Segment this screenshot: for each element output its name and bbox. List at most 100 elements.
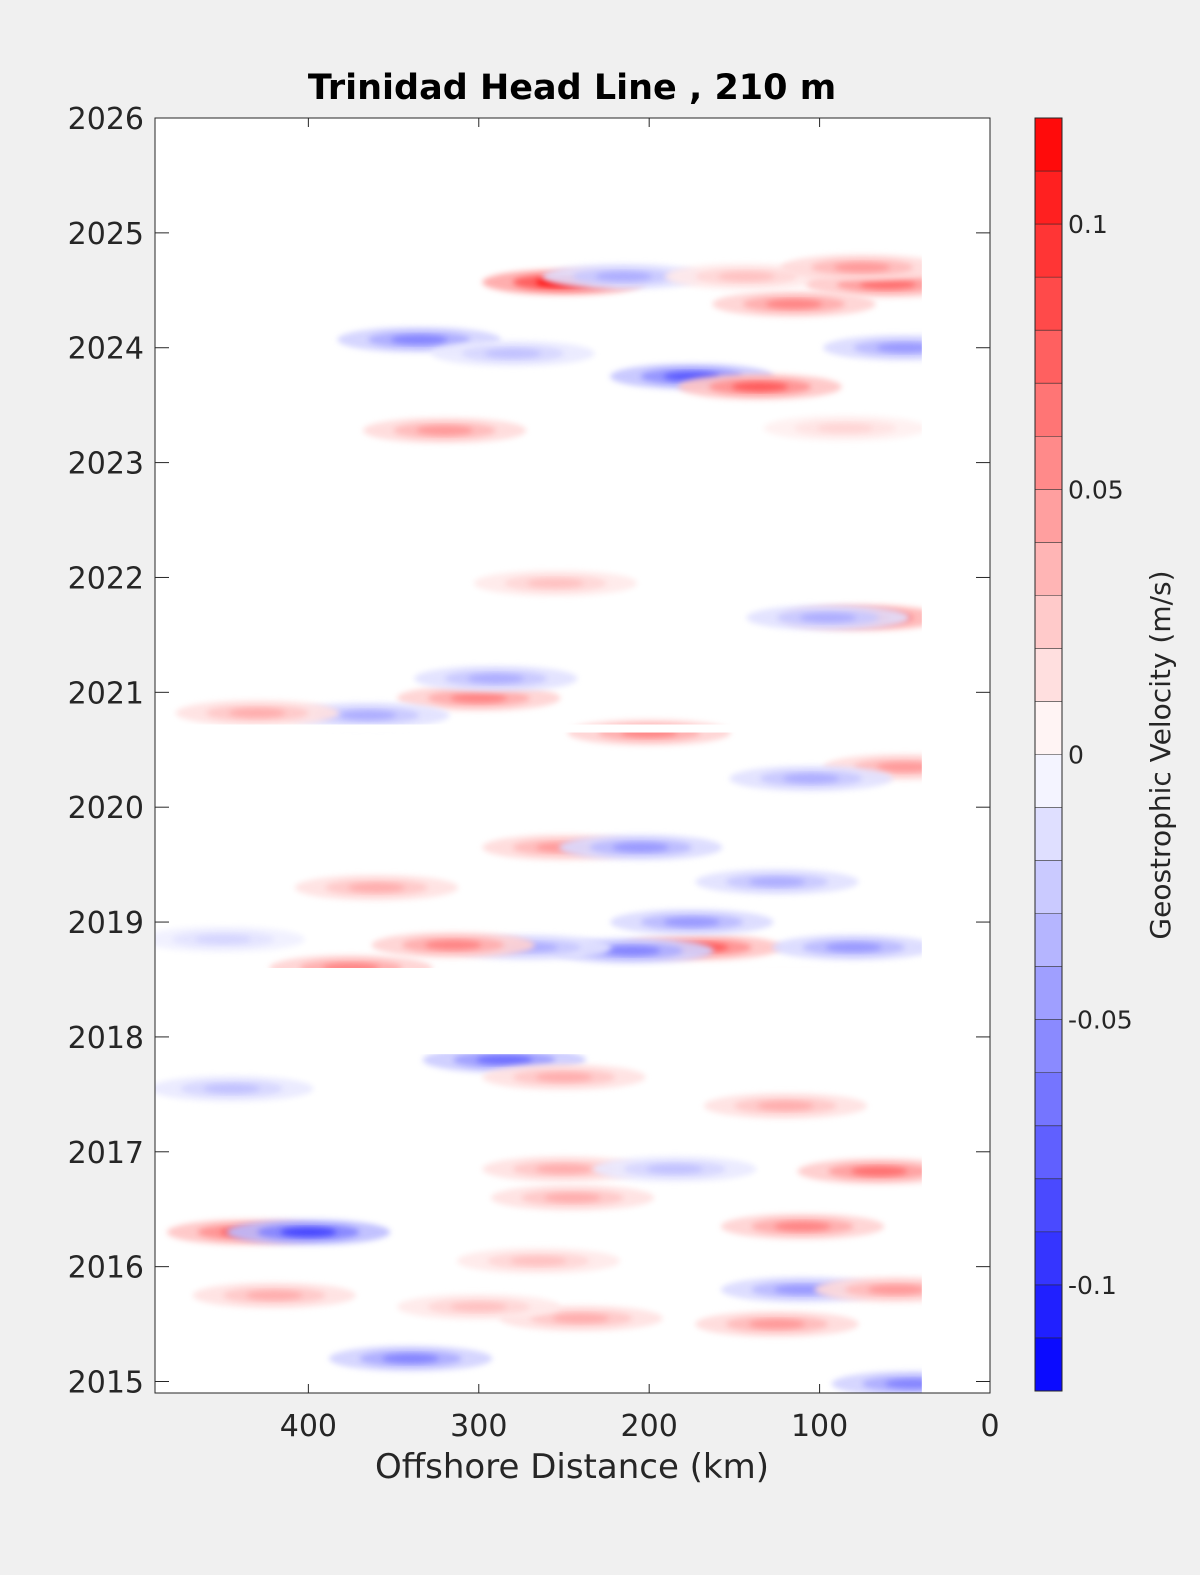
velocity-feature: [527, 578, 584, 588]
velocity-feature: [450, 1302, 507, 1312]
x-tick-label: 100: [791, 1409, 848, 1444]
y-tick-label: 2024: [68, 332, 144, 367]
velocity-feature: [718, 272, 775, 281]
velocity-feature: [467, 674, 524, 683]
velocity-feature: [876, 762, 933, 772]
colorbar-tick-label: -0.1: [1068, 1271, 1117, 1300]
y-tick-label: 2021: [68, 676, 144, 711]
colorbar-level: [1035, 1337, 1062, 1392]
y-tick-label: 2023: [68, 447, 144, 482]
velocity-feature: [544, 1193, 601, 1203]
x-axis: 400 300 200 100 0: [280, 118, 1000, 1444]
velocity-feature: [391, 335, 448, 345]
colorbar-level: [1035, 966, 1062, 1021]
velocity-feature: [195, 934, 252, 944]
velocity-feature: [339, 710, 397, 720]
velocity-feature: [765, 299, 823, 309]
colorbar-tick-label: 0.1: [1068, 210, 1108, 239]
velocity-feature: [612, 842, 669, 852]
velocity-feature: [382, 1354, 439, 1363]
velocity-feature: [774, 1222, 831, 1231]
velocity-feature: [748, 1319, 806, 1329]
colorbar-level: [1035, 1178, 1062, 1233]
colorbar-level: [1035, 118, 1062, 172]
velocity-feature: [646, 1164, 703, 1174]
colorbar-frame: [1034, 117, 1063, 1392]
colorbar-level: [1035, 1019, 1062, 1074]
y-tick-label: 2020: [68, 791, 144, 826]
data-gap: [921, 118, 990, 1393]
x-tick-label: 400: [280, 1409, 337, 1444]
colorbar-level: [1035, 807, 1062, 862]
colorbar-level: [1035, 224, 1062, 278]
colorbar-tick-label: -0.05: [1068, 1006, 1133, 1035]
y-tick-label: 2019: [68, 906, 144, 941]
velocity-feature: [535, 1072, 593, 1082]
x-tick-label: 200: [621, 1409, 678, 1444]
velocity-feature: [851, 1166, 908, 1176]
plot-frame: [154, 117, 991, 1394]
velocity-feature: [595, 272, 652, 281]
velocity-feature: [476, 1055, 533, 1065]
velocity-feature: [203, 1084, 260, 1094]
colorbar-level: [1035, 701, 1062, 755]
velocity-feature: [552, 1313, 610, 1323]
colorbar-level: [1035, 171, 1062, 225]
y-tick-label: 2018: [68, 1021, 144, 1056]
velocity-feature: [510, 1256, 567, 1266]
velocity-feature: [876, 343, 933, 353]
colorbar-level: [1035, 489, 1062, 543]
y-tick-label: 2016: [68, 1251, 144, 1286]
colorbar-level: [1035, 913, 1062, 968]
velocity-field: [155, 254, 990, 1393]
velocity-feature: [535, 1164, 593, 1174]
velocity-feature: [782, 774, 840, 783]
data-gap: [155, 118, 990, 197]
y-tick-label: 2015: [68, 1366, 144, 1401]
velocity-feature: [834, 262, 891, 272]
colorbar-label: Geostrophic Velocity (m/s): [1144, 570, 1177, 939]
velocity-feature: [484, 349, 541, 358]
colorbar-level: [1035, 1231, 1062, 1286]
x-axis-label: Offshore Distance (km): [375, 1447, 769, 1487]
colorbar-level: [1035, 754, 1062, 809]
colorbar: -0.1 -0.05 0 0.05 0.1: [1034, 117, 1133, 1392]
colorbar-level: [1035, 436, 1062, 490]
velocity-feature: [450, 693, 507, 703]
colorbar-level: [1035, 542, 1062, 596]
chart-title: Trinidad Head Line , 210 m: [308, 68, 836, 108]
colorbar-level: [1035, 648, 1062, 702]
y-tick-label: 2022: [68, 561, 144, 596]
colorbar-level: [1035, 860, 1062, 915]
data-gaps: [155, 118, 990, 1393]
colorbar-level: [1035, 277, 1062, 331]
colorbar-tick-label: 0: [1068, 741, 1084, 770]
x-tick-label: 0: [980, 1409, 999, 1444]
colorbar-level: [1035, 595, 1062, 649]
velocity-feature: [604, 946, 661, 956]
velocity-feature: [731, 382, 789, 392]
colorbar-level: [1035, 383, 1062, 437]
colorbar-level: [1035, 330, 1062, 384]
velocity-feature: [799, 613, 857, 623]
velocity-feature: [757, 1101, 814, 1111]
velocity-feature: [663, 917, 720, 927]
velocity-feature: [348, 883, 405, 893]
y-tick-label: 2026: [68, 102, 144, 137]
y-tick-label: 2025: [68, 217, 144, 252]
data-gap: [155, 462, 990, 543]
colorbar-tick-label: 0.05: [1068, 475, 1124, 504]
y-tick-label: 2017: [68, 1136, 144, 1171]
velocity-feature: [868, 1285, 925, 1295]
velocity-feature: [246, 1290, 303, 1300]
y-axis: 2015 2016 2017 2018 2019 2020 2021 2022 2023 2024…: [68, 102, 990, 1401]
velocity-feature: [825, 942, 882, 952]
data-gap: [155, 724, 990, 733]
velocity-feature: [416, 426, 473, 435]
velocity-feature: [748, 877, 806, 887]
velocity-feature: [859, 280, 916, 289]
velocity-feature: [817, 423, 874, 433]
velocity-feature: [229, 708, 286, 718]
data-gap: [155, 1008, 990, 1055]
